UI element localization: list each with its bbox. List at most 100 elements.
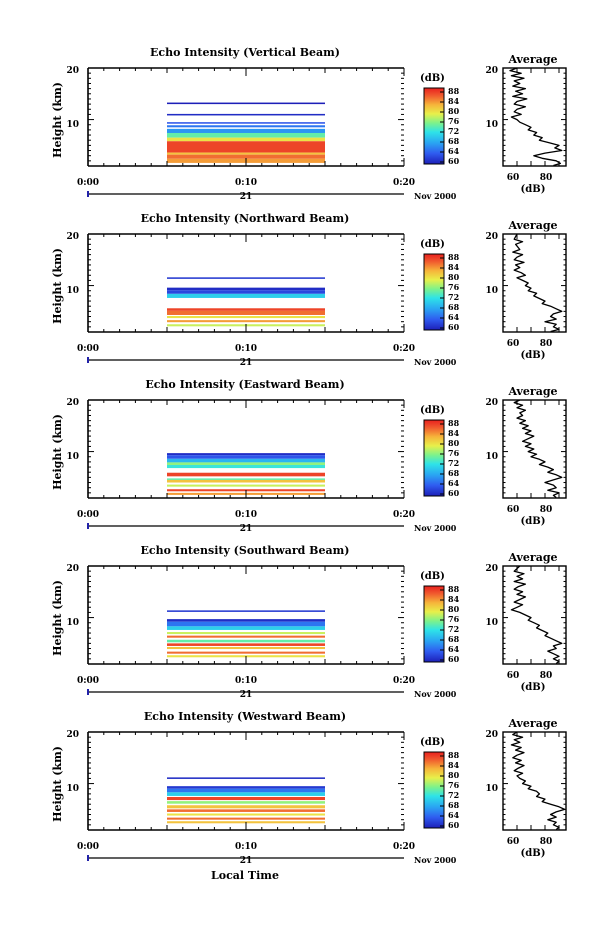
average-unit: (dB) (521, 848, 546, 859)
colorbar-tick: 84 (448, 262, 460, 272)
x-tick-label: 0:10 (235, 676, 257, 686)
average-frame (502, 67, 567, 167)
heatmap-band (167, 453, 325, 456)
colorbar-tick: 84 (448, 594, 460, 604)
x-tick-label: 0:20 (393, 842, 415, 852)
colorbar-tick: 72 (448, 292, 459, 302)
colorbar-tick: 72 (448, 458, 459, 468)
colorbar-tick: 84 (448, 96, 460, 106)
date-day-label: 21 (240, 856, 253, 866)
colorbar-tick: 76 (448, 780, 460, 790)
heatmap-band (167, 639, 325, 643)
heatmap-band (167, 484, 325, 487)
colorbar-tick: 64 (448, 478, 460, 488)
heatmap-band (167, 817, 325, 820)
average-frame (502, 399, 567, 499)
colorbar-tick: 68 (448, 136, 460, 146)
heatmap-band (167, 137, 325, 142)
colorbar (423, 87, 445, 165)
panel-title: Echo Intensity (Westward Beam) (144, 710, 346, 723)
heatmap-band (167, 809, 325, 812)
heatmap-band (167, 651, 325, 654)
average-unit: (dB) (521, 350, 546, 361)
heatmap-band (167, 643, 325, 646)
colorbar-tick: 64 (448, 644, 460, 654)
average-profile-line (512, 233, 563, 333)
colorbar-tick: 72 (448, 126, 459, 136)
y-tick-label: 20 (66, 730, 79, 740)
y-axis-label: Height (km) (51, 414, 64, 490)
average-x-tick: 60 (507, 173, 520, 183)
x-tick-label: 0:20 (393, 178, 415, 188)
heatmap-band (167, 786, 325, 789)
heatmap-band (167, 458, 325, 463)
average-y-tick: 20 (485, 398, 498, 408)
y-tick-label: 10 (66, 452, 79, 462)
panel-title: Echo Intensity (Eastward Beam) (145, 378, 344, 391)
panel-title: Echo Intensity (Southward Beam) (141, 544, 350, 557)
heatmap-band (167, 796, 325, 801)
date-label: Nov 2000 (414, 523, 457, 533)
date-day-label: 21 (240, 690, 253, 700)
heatmap-band (167, 308, 325, 311)
heatmap-band (167, 479, 325, 483)
average-frame (502, 565, 567, 665)
average-y-tick: 20 (485, 232, 498, 242)
colorbar-tick: 76 (448, 448, 460, 458)
heatmap-band (167, 626, 325, 630)
colorbar-tick: 72 (448, 624, 459, 634)
heatmap-band (167, 813, 325, 816)
heatmap-band (167, 290, 325, 294)
date-day-label: 21 (240, 192, 253, 202)
colorbar-tick: 80 (448, 438, 460, 448)
colorbar-tick: 80 (448, 272, 460, 282)
y-axis-label: Height (km) (51, 248, 64, 324)
date-label: Nov 2000 (414, 689, 457, 699)
heatmap-band (167, 472, 325, 477)
colorbar-tick: 60 (448, 488, 460, 498)
heatmap-band (167, 478, 325, 480)
average-x-tick: 80 (540, 837, 553, 847)
y-axis-label: Height (km) (51, 746, 64, 822)
average-x-tick: 80 (540, 505, 553, 515)
heatmap-band (167, 792, 325, 796)
heatmap-band (167, 293, 325, 298)
panel-southward-beam: Echo Intensity (Southward Beam) Height (… (51, 544, 567, 700)
y-axis-label: Height (km) (51, 82, 64, 158)
heatmap-band (167, 287, 325, 291)
heatmap-band (167, 777, 325, 779)
y-axis-label: Height (km) (51, 580, 64, 656)
heatmap-band (167, 455, 325, 459)
x-tick-label: 0:20 (393, 676, 415, 686)
x-tick-label: 0:10 (235, 344, 257, 354)
heatmap-band (167, 152, 325, 155)
average-title: Average (507, 53, 557, 66)
average-title: Average (507, 551, 557, 564)
colorbar-tick: 84 (448, 428, 460, 438)
panel-vertical-beam: Echo Intensity (Vertical Beam) Height (k… (51, 46, 567, 202)
colorbar-tick: 64 (448, 810, 460, 820)
panel-westward-beam: Echo Intensity (Westward Beam) Height (k… (51, 710, 567, 866)
heatmap-band (167, 632, 325, 635)
colorbar-tick: 88 (448, 252, 460, 262)
y-tick-label: 10 (66, 120, 79, 130)
average-profile-line (513, 399, 563, 499)
heatmap-band (167, 646, 325, 650)
colorbar-unit: (dB) (420, 571, 445, 582)
average-x-tick: 60 (507, 671, 520, 681)
average-y-tick: 20 (485, 730, 498, 740)
colorbar-tick: 76 (448, 614, 460, 624)
heatmap-band (167, 462, 325, 465)
panel-northward-beam: Echo Intensity (Northward Beam) Height (… (51, 212, 567, 368)
average-x-tick: 80 (540, 339, 553, 349)
heatmap-band (167, 122, 325, 124)
colorbar-tick: 88 (448, 86, 460, 96)
x-tick-label: 0:00 (77, 344, 99, 354)
heatmap-band (167, 132, 325, 138)
heatmap-band (167, 619, 325, 622)
y-tick-label: 20 (66, 564, 79, 574)
average-y-tick: 10 (485, 618, 498, 628)
colorbar (423, 419, 445, 497)
x-tick-label: 0:10 (235, 842, 257, 852)
panel-title: Echo Intensity (Northward Beam) (141, 212, 350, 225)
